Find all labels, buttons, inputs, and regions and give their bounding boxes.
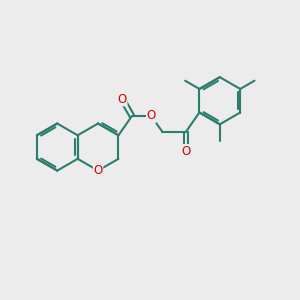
Text: O: O xyxy=(93,164,103,177)
Text: O: O xyxy=(118,93,127,106)
Text: O: O xyxy=(181,145,190,158)
Text: O: O xyxy=(147,110,156,122)
